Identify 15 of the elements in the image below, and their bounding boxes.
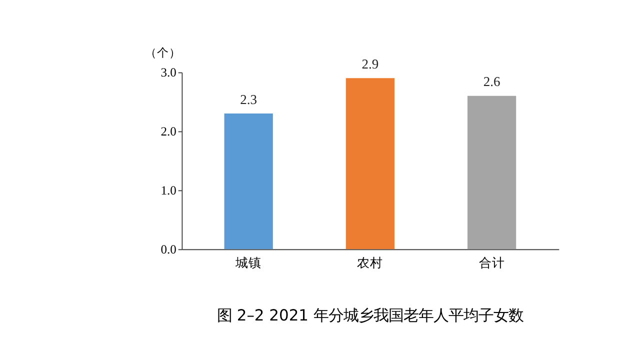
data-label: 2.3 <box>240 92 258 107</box>
bar <box>467 96 516 250</box>
bar <box>346 78 395 250</box>
x-tick-label: 城镇 <box>234 255 262 270</box>
text: 图 2–2 2021 年分城乡我国老年人平均子女数 <box>216 306 524 325</box>
y-tick-label: 0.0 <box>160 242 176 257</box>
y-tick-label: 3.0 <box>160 66 176 80</box>
y-tick-label: 2.0 <box>160 124 176 139</box>
data-label: 2.9 <box>362 56 379 72</box>
x-tick-label: 合计 <box>478 255 505 270</box>
y-tick-label: 1.0 <box>160 184 176 198</box>
y-axis-title: （个） <box>144 45 181 60</box>
data-label: 2.6 <box>483 74 500 90</box>
bar <box>224 114 273 250</box>
x-tick-label: 农村 <box>357 255 384 270</box>
